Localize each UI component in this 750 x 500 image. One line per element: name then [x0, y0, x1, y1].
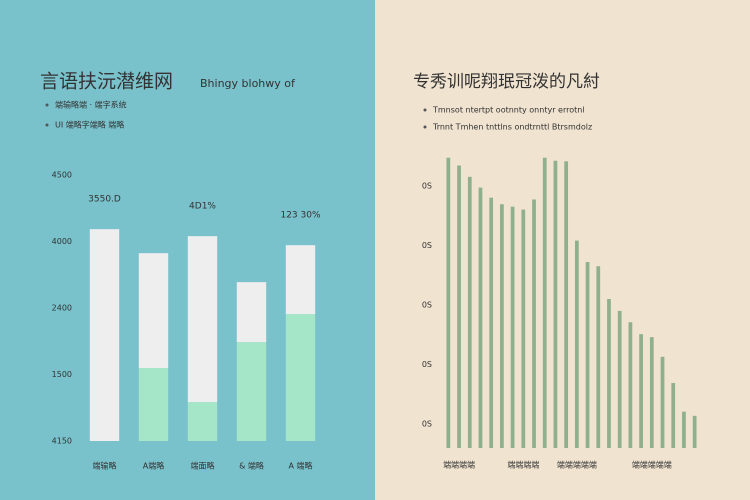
bar — [532, 199, 536, 448]
legend-bullet — [423, 125, 427, 129]
bar — [628, 322, 633, 448]
y-tick-label: 0S — [422, 300, 432, 309]
legend-bullet — [45, 103, 49, 107]
y-tick-label: 4150 — [52, 437, 72, 446]
x-tick-label: 端端端端 — [507, 460, 539, 470]
legend-bullet — [423, 108, 427, 112]
x-tick-label: 端端端端 — [443, 460, 475, 470]
y-tick-label: 0S — [422, 241, 432, 250]
annotation: 3550.D — [88, 195, 121, 205]
bar — [457, 165, 461, 448]
left-title: 言语扶沅潜维网 — [40, 71, 173, 93]
bar — [542, 157, 547, 449]
annotation: 4D1% — [189, 202, 216, 212]
x-tick-label: 端输略 — [93, 461, 117, 471]
y-tick-label: 0S — [422, 360, 432, 369]
bar — [692, 415, 697, 448]
bar — [617, 310, 622, 448]
x-tick-label: 端面略 — [191, 461, 215, 471]
bar-segment — [138, 253, 169, 369]
left-subtitle: Bhingy blohwy of — [200, 77, 296, 90]
right-legend: Trnnt Tmhen tnttlns ondtrnttl Btrsmdolz — [432, 123, 592, 132]
bar-segment — [187, 236, 218, 403]
right-legend: Tmnsot ntertpt ootnnty onntyr errotnl — [432, 106, 585, 115]
bar-segment — [236, 342, 267, 441]
legend-label: 端输略端 · 端字系统 — [55, 100, 127, 110]
bar — [553, 160, 558, 448]
right-title: 专秀训呢翔珉冠泼的凡紂 — [413, 72, 600, 92]
bar — [564, 161, 569, 448]
bar — [478, 187, 483, 448]
y-tick-label: 0S — [422, 181, 432, 190]
bar — [510, 206, 515, 448]
bar-segment — [285, 314, 316, 441]
bar — [585, 262, 590, 448]
bar-segment — [285, 245, 316, 315]
bar — [574, 240, 579, 448]
y-tick-label: 2400 — [52, 304, 72, 313]
legend-label: UI 端略字端略 端略 — [55, 120, 124, 130]
bar-segment — [187, 402, 218, 441]
bar — [467, 176, 472, 448]
bar — [660, 356, 665, 448]
bar — [682, 411, 686, 448]
bar — [500, 204, 504, 448]
bar — [446, 157, 451, 449]
bar — [607, 299, 611, 448]
annotation: 123 30% — [280, 211, 320, 221]
bar-segment — [236, 282, 267, 343]
right-panel — [375, 0, 750, 500]
legend-bullet — [45, 123, 49, 127]
bar — [521, 209, 526, 448]
bar-segment — [138, 368, 169, 441]
bar-segment — [89, 229, 120, 441]
x-tick-label: 端端端端端 — [632, 460, 672, 470]
x-tick-label: A 端略 — [288, 461, 312, 471]
y-tick-label: 1500 — [52, 370, 72, 379]
x-tick-label: A端略 — [143, 461, 164, 471]
y-tick-label: 0S — [422, 420, 432, 429]
bar — [671, 383, 676, 448]
y-tick-label: 4500 — [52, 171, 72, 180]
x-tick-label: & 端略 — [239, 461, 264, 471]
x-tick-label: 端端端端端 — [557, 460, 597, 470]
bar — [596, 266, 601, 448]
bar — [649, 337, 654, 448]
bar — [639, 334, 643, 448]
bar — [489, 197, 494, 448]
y-tick-label: 4000 — [52, 237, 72, 246]
